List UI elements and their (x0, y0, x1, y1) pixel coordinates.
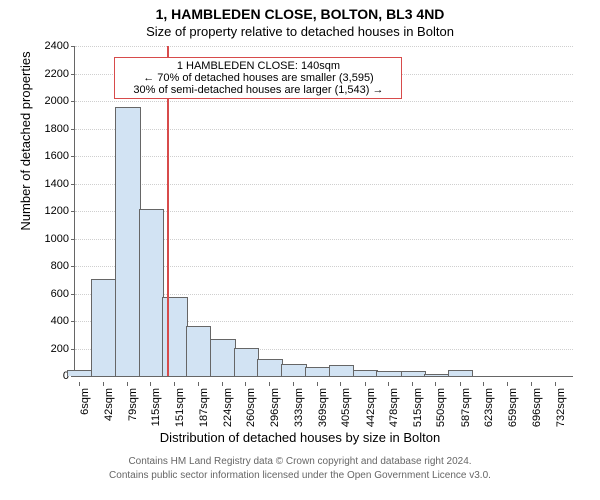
ytick-mark (71, 101, 75, 102)
ytick-mark (71, 74, 75, 75)
histogram-bar (329, 365, 355, 376)
xtick-mark (150, 382, 151, 386)
gridline-h (75, 156, 573, 157)
histogram-bar (186, 326, 212, 377)
annotation-line: 30% of semi-detached houses are larger (… (121, 84, 395, 96)
xtick-mark (483, 382, 484, 386)
ytick-mark (71, 239, 75, 240)
histogram-bar (305, 367, 331, 376)
xtick-label: 442sqm (365, 388, 377, 427)
ytick-label: 2000 (45, 95, 69, 107)
y-axis-label: Number of detached properties (18, 0, 33, 306)
xtick-mark (103, 382, 104, 386)
xtick-mark (460, 382, 461, 386)
xtick-label: 151sqm (174, 388, 186, 427)
annotation-box: 1 HAMBLEDEN CLOSE: 140sqm← 70% of detach… (114, 57, 402, 99)
xtick-mark (555, 382, 556, 386)
xtick-label: 587sqm (460, 388, 472, 427)
xtick-label: 296sqm (269, 388, 281, 427)
ytick-mark (71, 294, 75, 295)
histogram-bar (376, 371, 402, 376)
ytick-mark (71, 211, 75, 212)
xtick-mark (245, 382, 246, 386)
histogram-bar (424, 374, 450, 376)
xtick-label: 187sqm (198, 388, 210, 427)
xtick-label: 623sqm (483, 388, 495, 427)
gridline-h (75, 101, 573, 102)
histogram-bar (91, 279, 117, 376)
histogram-bar (401, 371, 427, 376)
annotation-line: ← 70% of detached houses are smaller (3,… (121, 72, 395, 84)
xtick-label: 369sqm (317, 388, 329, 427)
xtick-label: 515sqm (412, 388, 424, 427)
ytick-label: 2400 (45, 40, 69, 52)
plot-area: 0200400600800100012001400160018002000220… (74, 46, 573, 377)
gridline-h (75, 46, 573, 47)
histogram-bar (210, 339, 236, 376)
histogram-bar (67, 370, 93, 377)
xtick-mark (317, 382, 318, 386)
gridline-h (75, 129, 573, 130)
histogram-bar (115, 107, 141, 376)
histogram-bar (448, 370, 474, 377)
xtick-mark (127, 382, 128, 386)
xtick-label: 224sqm (222, 388, 234, 427)
xtick-mark (222, 382, 223, 386)
xtick-label: 478sqm (388, 388, 400, 427)
xtick-label: 550sqm (435, 388, 447, 427)
xtick-label: 659sqm (507, 388, 519, 427)
xtick-mark (388, 382, 389, 386)
histogram-bar (257, 359, 283, 377)
ytick-label: 600 (51, 288, 69, 300)
footer-line-1: Contains HM Land Registry data © Crown c… (0, 456, 600, 467)
xtick-label: 79sqm (127, 388, 139, 421)
xtick-mark (531, 382, 532, 386)
ytick-mark (71, 184, 75, 185)
ytick-mark (71, 349, 75, 350)
annotation-line: 1 HAMBLEDEN CLOSE: 140sqm (121, 60, 395, 72)
xtick-mark (435, 382, 436, 386)
footer-line-2: Contains public sector information licen… (0, 470, 600, 481)
histogram-bar (234, 348, 260, 377)
histogram-bar (139, 209, 165, 376)
histogram-bar (353, 370, 379, 377)
x-axis-label: Distribution of detached houses by size … (0, 430, 600, 445)
xtick-mark (269, 382, 270, 386)
xtick-mark (79, 382, 80, 386)
ytick-label: 1600 (45, 150, 69, 162)
ytick-label: 1400 (45, 178, 69, 190)
xtick-mark (293, 382, 294, 386)
xtick-label: 333sqm (293, 388, 305, 427)
xtick-label: 6sqm (79, 388, 91, 415)
histogram-bar (281, 364, 307, 376)
ytick-mark (71, 46, 75, 47)
xtick-label: 696sqm (531, 388, 543, 427)
xtick-mark (174, 382, 175, 386)
xtick-label: 42sqm (103, 388, 115, 421)
xtick-mark (198, 382, 199, 386)
ytick-label: 2200 (45, 68, 69, 80)
ytick-label: 800 (51, 260, 69, 272)
xtick-label: 732sqm (555, 388, 567, 427)
xtick-mark (412, 382, 413, 386)
xtick-mark (340, 382, 341, 386)
ytick-mark (71, 376, 75, 377)
xtick-label: 405sqm (340, 388, 352, 427)
xtick-mark (507, 382, 508, 386)
ytick-label: 1800 (45, 123, 69, 135)
ytick-label: 400 (51, 315, 69, 327)
ytick-mark (71, 321, 75, 322)
chart-title: 1, HAMBLEDEN CLOSE, BOLTON, BL3 4ND (0, 6, 600, 22)
ytick-mark (71, 129, 75, 130)
ytick-label: 1200 (45, 205, 69, 217)
gridline-h (75, 184, 573, 185)
xtick-label: 115sqm (150, 388, 162, 426)
xtick-label: 260sqm (245, 388, 257, 427)
ytick-mark (71, 156, 75, 157)
chart-subtitle: Size of property relative to detached ho… (0, 24, 600, 39)
ytick-mark (71, 266, 75, 267)
xtick-mark (365, 382, 366, 386)
ytick-label: 200 (51, 343, 69, 355)
ytick-label: 1000 (45, 233, 69, 245)
